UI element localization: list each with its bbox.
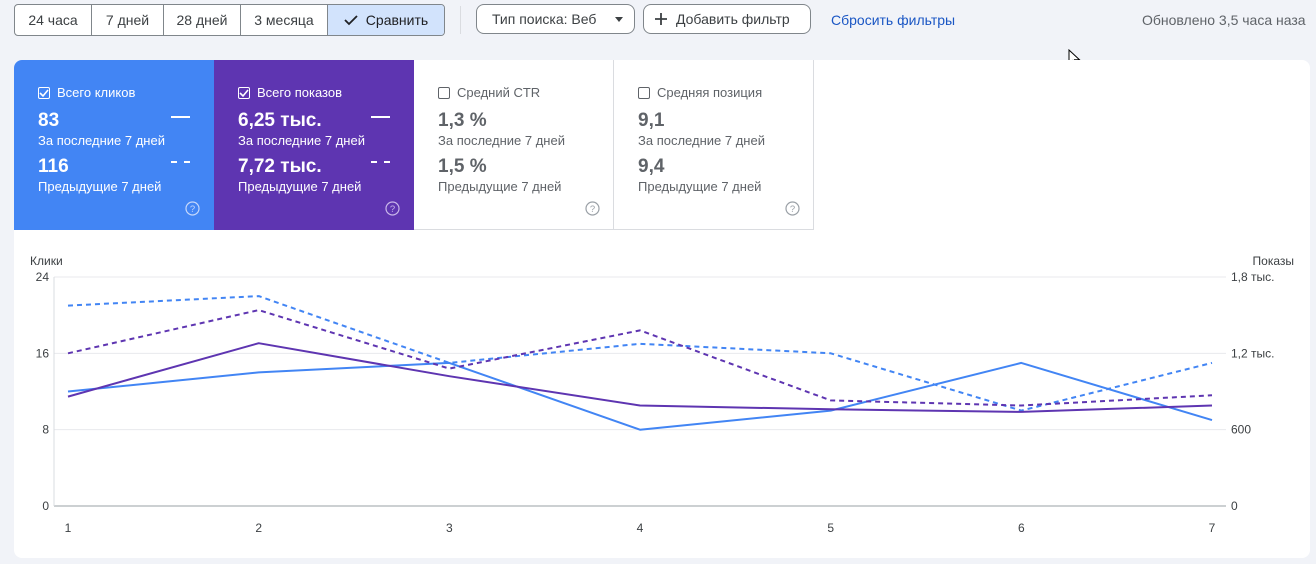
checkbox-checked-icon[interactable] <box>238 86 250 99</box>
checkbox-checked-icon[interactable] <box>38 86 50 99</box>
metric-prev-label: Предыдущие 7 дней <box>38 179 162 194</box>
metric-value: 6,25 тыс. <box>238 110 322 131</box>
metric-header: Средняя позиция <box>638 85 762 100</box>
search-type-dropdown[interactable]: Тип поиска: Веб <box>476 4 635 34</box>
metric-title: Средний CTR <box>457 85 541 100</box>
impressions-dashed-series-line <box>67 309 1213 407</box>
checkbox-unchecked-icon[interactable] <box>438 86 450 99</box>
metric-prev-label: Предыдущие 7 дней <box>438 179 562 194</box>
check-icon <box>344 14 358 26</box>
left-tick-label: 24 <box>36 270 50 284</box>
reset-filters-link[interactable]: Сбросить фильтры <box>831 12 956 28</box>
right-tick-label: 1,2 тыс. <box>1231 346 1274 360</box>
range-7d-button[interactable]: 7 дней <box>92 5 164 35</box>
metric-prev-value: 1,5 % <box>438 156 487 177</box>
performance-card: Всего кликов 83 За последние 7 дней 116 … <box>14 60 1310 558</box>
range-28d-button[interactable]: 28 дней <box>164 5 241 35</box>
compare-button-label: Сравнить <box>365 12 429 28</box>
metric-title: Средняя позиция <box>657 85 763 100</box>
help-icon[interactable]: ? <box>585 201 600 221</box>
x-tick-label: 2 <box>255 521 262 535</box>
clicks-solid-series-line <box>67 361 1213 431</box>
right-tick-label: 600 <box>1231 423 1251 437</box>
clicks-dashed-series-line <box>67 295 1213 412</box>
left-axis-label: Клики <box>30 254 63 268</box>
x-tick-label: 4 <box>637 521 644 535</box>
svg-text:?: ? <box>190 204 195 215</box>
metric-value-label: За последние 7 дней <box>438 133 565 148</box>
x-tick-label: 7 <box>1209 521 1216 535</box>
svg-text:?: ? <box>390 204 395 215</box>
dashed-line-legend-icon <box>171 161 190 163</box>
dashed-line-legend-icon <box>371 161 390 163</box>
performance-chart: Клики Показы 0 8 16 24 0 600 1,2 тыс. 1,8 тыс. 1 2 3… <box>14 60 1310 558</box>
metric-value-label: За последние 7 дней <box>238 133 365 148</box>
last-updated-text: Обновлено 3,5 часа наза <box>1142 12 1306 28</box>
right-axis-label: Показы <box>1253 254 1294 268</box>
metric-total-clicks[interactable]: Всего кликов 83 За последние 7 дней 116 … <box>14 60 214 230</box>
search-type-label: Тип поиска: Веб <box>492 11 597 27</box>
checkbox-unchecked-icon[interactable] <box>638 86 650 99</box>
left-tick-label: 8 <box>42 423 49 437</box>
solid-line-legend-icon <box>371 116 390 118</box>
impressions-solid-series-line <box>67 342 1213 413</box>
date-range-selector: 24 часа 7 дней 28 дней 3 месяца Сравнить <box>14 4 445 36</box>
plus-icon <box>654 12 668 26</box>
metric-value-label: За последние 7 дней <box>638 133 765 148</box>
x-tick-label: 1 <box>65 521 72 535</box>
help-icon[interactable]: ? <box>385 201 400 221</box>
range-24h-button[interactable]: 24 часа <box>15 5 92 35</box>
metric-value-label: За последние 7 дней <box>38 133 165 148</box>
metric-prev-value: 116 <box>38 156 69 177</box>
metric-header: Всего показов <box>238 85 342 100</box>
right-tick-label: 0 <box>1231 499 1238 513</box>
metric-value: 9,1 <box>638 110 665 131</box>
metric-average-position[interactable]: Средняя позиция 9,1 За последние 7 дней … <box>614 60 814 230</box>
metric-prev-label: Предыдущие 7 дней <box>638 179 762 194</box>
metric-header: Всего кликов <box>38 85 135 100</box>
range-3m-button[interactable]: 3 месяца <box>241 5 328 35</box>
metric-title: Всего кликов <box>57 85 136 100</box>
solid-line-legend-icon <box>171 116 190 118</box>
right-tick-label: 1,8 тыс. <box>1231 270 1274 284</box>
metric-title: Всего показов <box>257 85 342 100</box>
x-tick-label: 5 <box>827 521 834 535</box>
metric-total-impressions[interactable]: Всего показов 6,25 тыс. За последние 7 д… <box>214 60 414 230</box>
add-filter-button[interactable]: Добавить фильтр <box>643 4 811 34</box>
toolbar-divider <box>460 6 461 34</box>
left-tick-label: 0 <box>42 499 49 513</box>
compare-button[interactable]: Сравнить <box>328 5 444 35</box>
metric-prev-value: 7,72 тыс. <box>238 156 322 177</box>
dropdown-caret-icon <box>615 17 623 22</box>
line-chart: Клики Показы 0 8 16 24 0 600 1,2 тыс. 1,8 тыс. 1 2 3… <box>30 254 1294 535</box>
metric-value: 83 <box>38 110 60 131</box>
help-icon[interactable]: ? <box>785 201 800 221</box>
metric-prev-label: Предыдущие 7 дней <box>238 179 362 194</box>
left-tick-label: 16 <box>36 346 50 360</box>
x-tick-label: 6 <box>1018 521 1025 535</box>
metric-prev-value: 9,4 <box>638 156 665 177</box>
help-icon[interactable]: ? <box>185 201 200 221</box>
x-tick-label: 3 <box>446 521 453 535</box>
metric-value: 1,3 % <box>438 110 487 131</box>
svg-text:?: ? <box>790 204 795 215</box>
metric-average-ctr[interactable]: Средний CTR 1,3 % За последние 7 дней 1,… <box>414 60 614 230</box>
add-filter-label: Добавить фильтр <box>676 11 790 27</box>
metric-header: Средний CTR <box>438 85 540 100</box>
svg-text:?: ? <box>590 204 595 215</box>
